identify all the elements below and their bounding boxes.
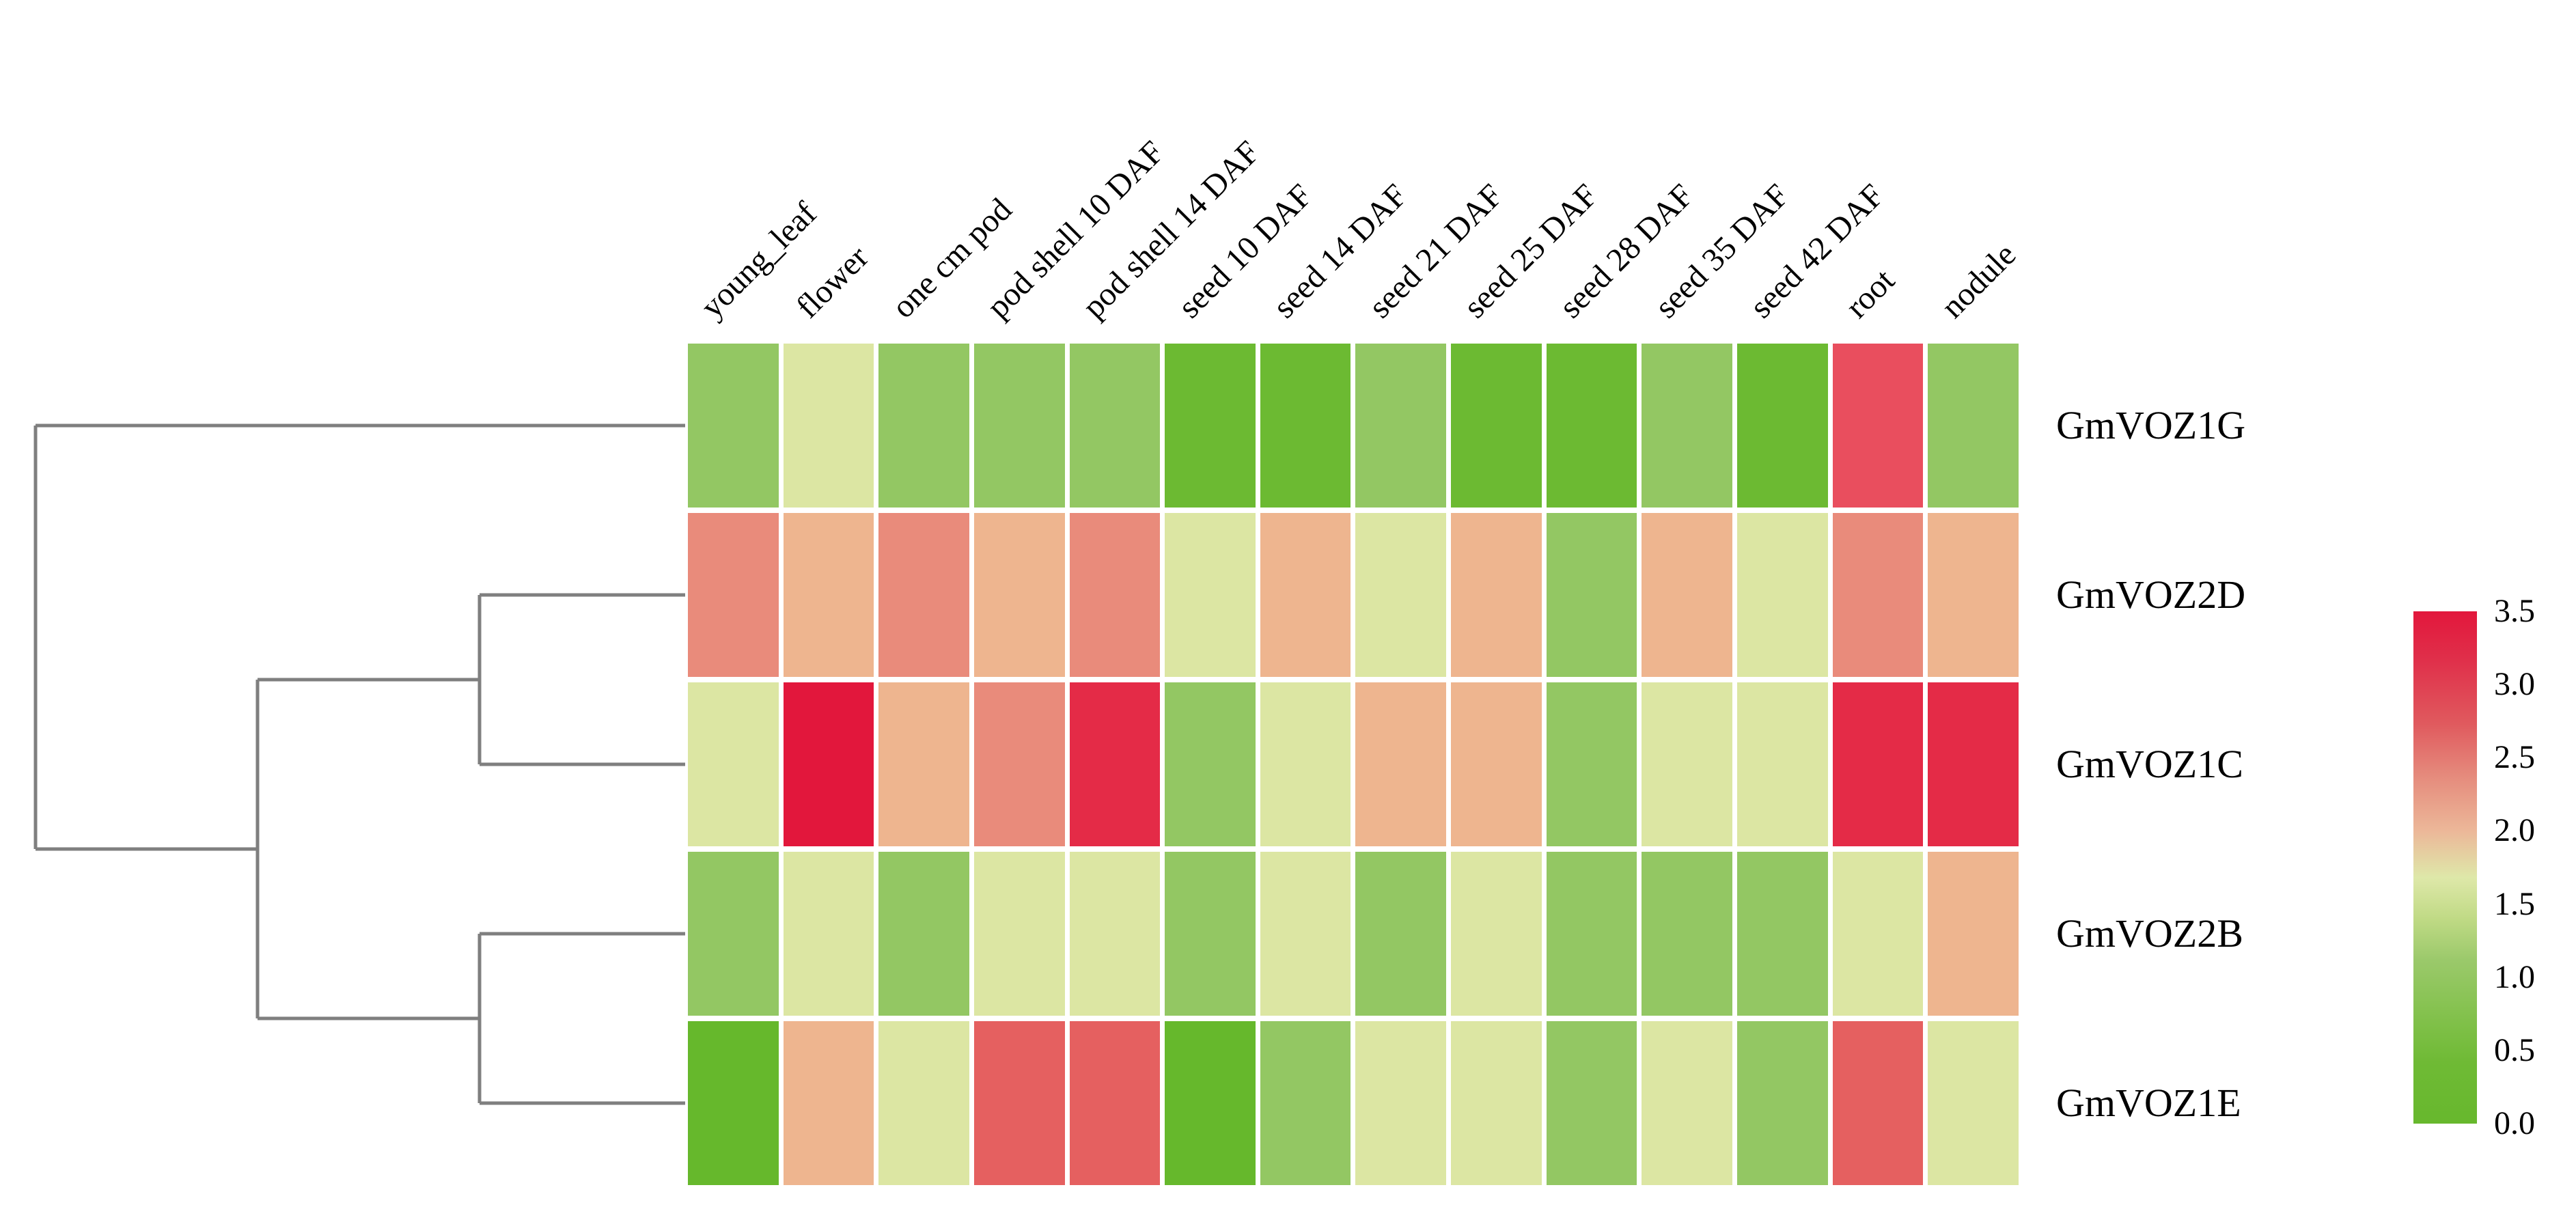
legend-tick-label: 3.0 (2494, 666, 2535, 703)
heatmap-cell (1642, 852, 1733, 1016)
heatmap-cell (688, 852, 779, 1016)
heatmap-cell (1546, 1021, 1637, 1185)
heatmap-cell (1069, 344, 1161, 508)
heatmap-cell (1069, 852, 1161, 1016)
heatmap-cell (973, 344, 1065, 508)
heatmap-cell (1260, 344, 1351, 508)
heatmap-cell (1642, 513, 1733, 677)
heatmap-cell (1928, 682, 2019, 846)
heatmap-cell (1546, 852, 1637, 1016)
heatmap-cell (1165, 513, 1256, 677)
heatmap-cell (783, 1021, 874, 1185)
heatmap-cell (783, 344, 874, 508)
heatmap-cell (688, 513, 779, 677)
heatmap-cell (1355, 852, 1447, 1016)
heatmap-cell (1355, 1021, 1447, 1185)
legend-tick-label: 2.5 (2494, 739, 2535, 776)
row-label: GmVOZ1E (2056, 1081, 2241, 1125)
heatmap-cell (878, 344, 969, 508)
heatmap-cell (878, 1021, 969, 1185)
heatmap-cell (1832, 344, 1924, 508)
heatmap-cell (1165, 682, 1256, 846)
heatmap-cell (878, 682, 969, 846)
heatmap-grid (688, 344, 2019, 1185)
heatmap-cell (1928, 344, 2019, 508)
heatmap-cell (1737, 682, 1828, 846)
heatmap-cell (1355, 513, 1447, 677)
legend-tick-label: 2.0 (2494, 812, 2535, 849)
heatmap-cell (1451, 513, 1542, 677)
heatmap-cell (1832, 852, 1924, 1016)
heatmap-cell (688, 344, 779, 508)
heatmap-cell (1451, 344, 1542, 508)
heatmap-cell (1260, 852, 1351, 1016)
heatmap-cell (783, 513, 874, 677)
heatmap-cell (878, 513, 969, 677)
heatmap-cell (973, 513, 1065, 677)
heatmap-cell (1355, 344, 1447, 508)
heatmap-cell (1069, 1021, 1161, 1185)
heatmap-cell (1832, 513, 1924, 677)
heatmap-cell (1928, 513, 2019, 677)
heatmap-cell (1451, 682, 1542, 846)
heatmap-cell (783, 682, 874, 846)
heatmap-cell (1546, 682, 1637, 846)
heatmap-cell (1355, 682, 1447, 846)
legend-tick-label: 1.0 (2494, 958, 2535, 995)
heatmap-cell (973, 852, 1065, 1016)
heatmap-cell (688, 1021, 779, 1185)
heatmap-cell (973, 682, 1065, 846)
heatmap-cell (1832, 682, 1924, 846)
heatmap-cell (1260, 513, 1351, 677)
heatmap-cell (1642, 1021, 1733, 1185)
heatmap-cell (1069, 513, 1161, 677)
heatmap-cell (1642, 682, 1733, 846)
heatmap-cell (1165, 344, 1256, 508)
heatmap-cell (1260, 682, 1351, 846)
heatmap-cell (688, 682, 779, 846)
legend-gradient-bar (2413, 611, 2477, 1124)
heatmap-cell (1737, 344, 1828, 508)
legend-tick-label: 0.0 (2494, 1105, 2535, 1141)
heatmap-cell (1737, 1021, 1828, 1185)
heatmap-cell (1737, 852, 1828, 1016)
heatmap-cell (1451, 1021, 1542, 1185)
heatmap-cell (1832, 1021, 1924, 1185)
heatmap-cell (1451, 852, 1542, 1016)
heatmap-cell (783, 852, 874, 1016)
legend-tick-label: 3.5 (2494, 593, 2535, 629)
legend-tick-label: 1.5 (2494, 885, 2535, 922)
heatmap-cell (1165, 852, 1256, 1016)
heatmap-cell (1928, 852, 2019, 1016)
row-label: GmVOZ2B (2056, 911, 2243, 956)
heatmap-cell (1737, 513, 1828, 677)
color-legend: 3.5 3.0 2.5 2.0 1.5 1.0 0.5 0.0 (2413, 594, 2576, 1141)
heatmap-cell (1260, 1021, 1351, 1185)
heatmap-cell (1546, 513, 1637, 677)
heatmap-cell (1165, 1021, 1256, 1185)
heatmap-cell (1928, 1021, 2019, 1185)
row-label: GmVOZ1G (2056, 403, 2246, 447)
heatmap-cell (1546, 344, 1637, 508)
row-label: GmVOZ1C (2056, 742, 2243, 786)
legend-tick-label: 0.5 (2494, 1031, 2535, 1068)
heatmap-cell (878, 852, 969, 1016)
heatmap-cell (1642, 344, 1733, 508)
heatmap-cell (1069, 682, 1161, 846)
heatmap-cell (973, 1021, 1065, 1185)
row-label: GmVOZ2D (2056, 572, 2246, 617)
